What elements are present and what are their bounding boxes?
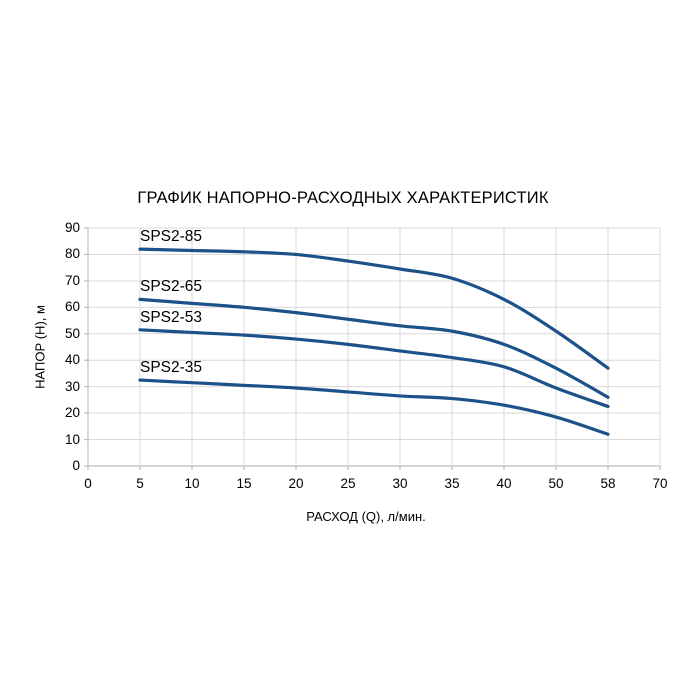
y-tick-label-20: 20	[64, 405, 80, 421]
y-tick-label-40: 40	[64, 352, 80, 368]
y-tick-label-80: 80	[64, 246, 80, 262]
x-tick-label-25: 25	[340, 476, 356, 491]
x-axis-title: РАСХОД (Q), л/мин.	[306, 509, 426, 524]
x-tick-label-20: 20	[288, 476, 304, 491]
series-label-sps2-65: SPS2-65	[140, 278, 203, 296]
chart-title: ГРАФИК НАПОРНО-РАСХОДНЫХ ХАРАКТЕРИСТИК	[137, 189, 549, 207]
y-tick-label-90: 90	[64, 220, 80, 235]
x-tick-label-30: 30	[392, 476, 408, 491]
y-tick-label-50: 50	[64, 325, 80, 341]
x-tick-label-70: 70	[652, 476, 668, 491]
y-tick-label-30: 30	[64, 378, 80, 394]
x-tick-label-58: 58	[600, 476, 616, 491]
y-tick-label-0: 0	[72, 458, 80, 473]
y-tick-label-10: 10	[64, 431, 80, 447]
x-tick-label-35: 35	[444, 476, 460, 491]
curve-sps2-53	[138, 328, 610, 409]
x-tick-label-40: 40	[496, 476, 512, 491]
curve-sps2-85	[138, 247, 610, 370]
series-label-sps2-85: SPS2-85	[140, 228, 203, 246]
curve-sps2-35	[138, 378, 610, 436]
series-label-sps2-53: SPS2-53	[140, 308, 203, 326]
x-tick-label-0: 0	[84, 476, 92, 491]
x-tick-label-10: 10	[184, 476, 200, 491]
x-tick-label-15: 15	[236, 476, 252, 491]
x-tick-label-50: 50	[548, 476, 564, 491]
curve-sps2-65	[138, 297, 610, 399]
y-tick-label-60: 60	[64, 299, 80, 315]
x-tick-label-5: 5	[136, 476, 144, 491]
series-label-sps2-35: SPS2-35	[140, 359, 203, 377]
y-tick-label-70: 70	[64, 272, 80, 288]
